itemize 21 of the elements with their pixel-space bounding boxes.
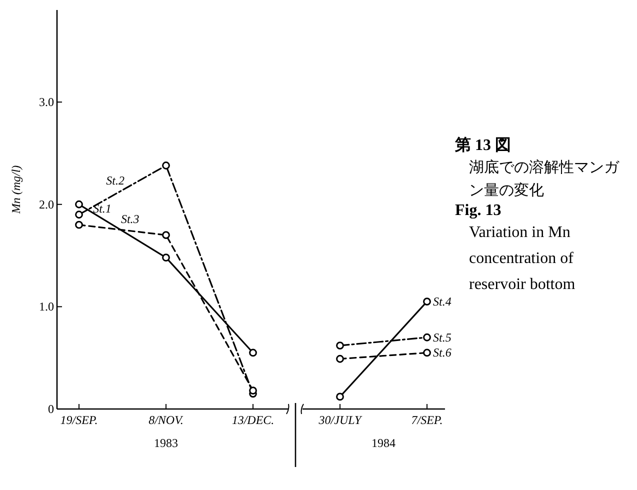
- x-tick-label: 30/JULY: [318, 413, 363, 427]
- series-label: St.5: [433, 330, 452, 344]
- y-tick-label: 0: [48, 402, 54, 416]
- series-label: St.4: [433, 294, 452, 309]
- x-tick-label: 19/SEP.: [60, 413, 98, 427]
- annotation: Fig. 13: [455, 202, 502, 220]
- text: 湖底での溶解性マンガン量の変化: [469, 157, 620, 201]
- y-tick-label: 3.0: [39, 95, 54, 110]
- y-axis-title: Mn (mg/l): [9, 165, 23, 215]
- text: 第 13 図: [455, 136, 512, 156]
- y-tick-label: 1.0: [39, 300, 54, 314]
- y-tick-label: 2.0: [39, 197, 54, 212]
- annotation: Variation in Mn concentration of reservoir bottom: [469, 223, 576, 295]
- x-tick-label: 7/SEP.: [411, 413, 443, 427]
- text: 1984: [372, 436, 396, 450]
- x-tick-label: 13/DEC.: [232, 413, 274, 427]
- series-label: St.3: [120, 212, 140, 226]
- x-tick-label: 8/NOV.: [148, 413, 184, 427]
- series-label: St.2: [106, 174, 124, 188]
- text: 1983: [154, 436, 178, 450]
- series-label: St.6: [433, 346, 452, 360]
